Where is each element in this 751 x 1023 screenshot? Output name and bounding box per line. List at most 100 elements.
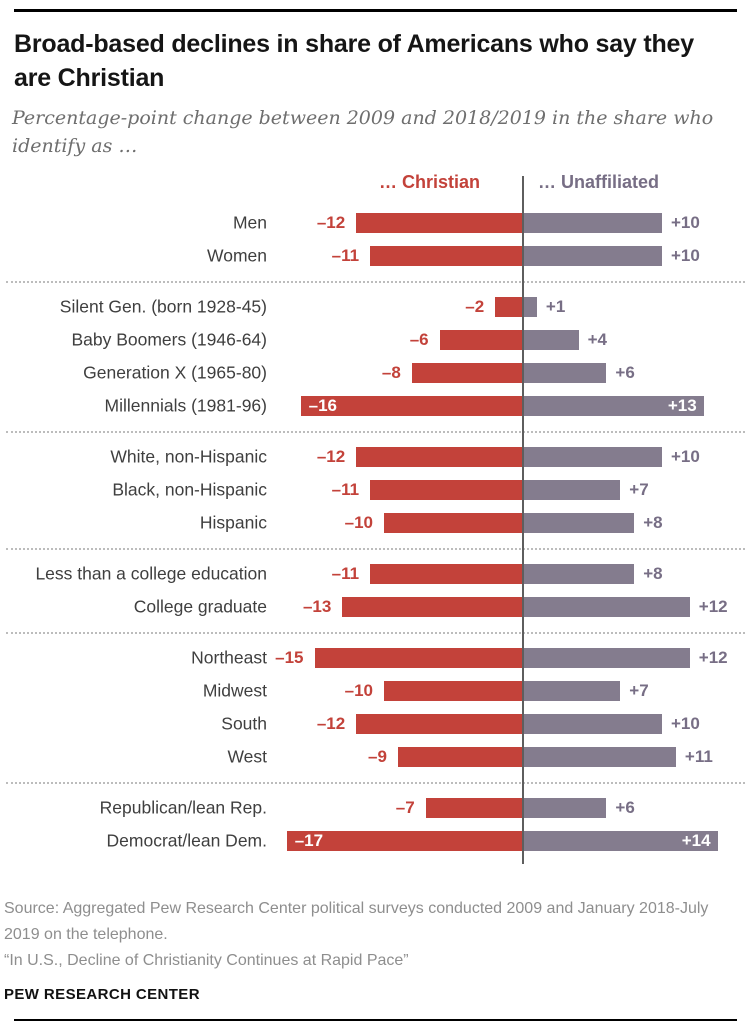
section-race: White, non-Hispanic –12 +10 Black, non-H… [0,433,751,548]
unaffiliated-bar: +10 [523,212,700,233]
bar-row: Hispanic –10 +8 [0,506,751,539]
christian-value-label: –11 [331,245,360,265]
section-region: Northeast –15 +12 Midwest –10 +7 South –… [0,634,751,782]
christian-value-label: –7 [395,797,415,817]
christian-bar: –12 [317,446,523,467]
christian-bar: –13 [303,596,523,617]
christian-value-label: –10 [344,512,373,532]
unaffiliated-value-label: +6 [615,797,635,817]
unaffiliated-bar: +12 [523,596,728,617]
christian-value-label: –16 [308,395,337,415]
category-label: White, non-Hispanic [110,446,267,466]
christian-value-label: –12 [316,713,346,733]
unaffiliated-value-label: +11 [684,746,713,766]
category-label: College graduate [133,596,267,616]
christian-value-label: –11 [331,479,360,499]
unaffiliated-value-label: +14 [681,830,711,850]
section-party: Republican/lean Rep. –7 +6 Democrat/lean… [0,784,751,866]
bar-row: Less than a college education –11 +8 [0,557,751,590]
bar-row: Men –12 +10 [0,206,751,239]
unaffiliated-value-label: +7 [629,479,649,499]
unaffiliated-bar: +14 [523,830,718,851]
source-note: Source: Aggregated Pew Research Center p… [4,896,724,974]
footer: Source: Aggregated Pew Research Center p… [4,896,737,1003]
christian-bar: –16 [300,395,523,416]
section-divider [6,281,745,283]
report-title-quote: “In U.S., Decline of Christianity Contin… [4,952,409,969]
category-label: Baby Boomers (1946-64) [71,329,267,349]
christian-value-label: –15 [275,647,304,667]
christian-value-label: –2 [465,296,485,316]
unaffiliated-bar: +11 [523,746,713,767]
christian-bar: –8 [382,362,523,383]
unaffiliated-bar: +7 [523,479,649,500]
bottom-rule [14,1019,737,1021]
category-label: Silent Gen. (born 1928-45) [59,296,267,316]
unaffiliated-bar: +10 [523,446,700,467]
christian-bar: –11 [332,479,523,500]
chart-subtitle: Percentage-point change between 2009 and… [12,107,714,157]
unaffiliated-bar: +10 [523,245,700,266]
unaffiliated-bar: +10 [523,713,700,734]
category-label: Generation X (1965-80) [83,362,267,382]
unaffiliated-value-label: +8 [643,563,663,583]
category-label: Northeast [191,647,267,667]
section-education: Less than a college education –11 +8 Col… [0,550,751,632]
christian-value-label: –11 [331,563,360,583]
bar-row: Generation X (1965-80) –8 +6 [0,356,751,389]
category-label: Hispanic [199,512,267,532]
christian-value-label: –17 [294,830,324,850]
unaffiliated-value-label: +12 [698,647,728,667]
bar-row: White, non-Hispanic –12 +10 [0,440,751,473]
unaffiliated-value-label: +10 [671,245,700,265]
bar-row: Women –11 +10 [0,239,751,272]
category-label: Democrat/lean Dem. [106,830,267,850]
unaffiliated-value-label: +1 [545,296,566,316]
category-label: Midwest [202,680,267,700]
bar-row: Millennials (1981-96) –16 +13 [0,389,751,422]
bar-row: Northeast –15 +12 [0,641,751,674]
christian-bar: –11 [332,563,523,584]
section-divider [6,431,745,433]
bar-row: Midwest –10 +7 [0,674,751,707]
unaffiliated-bar: +8 [523,563,663,584]
unaffiliated-bar: +1 [523,296,565,317]
unaffiliated-bar: +12 [523,647,728,668]
christian-bar: –17 [286,830,523,851]
unaffiliated-bar: +6 [523,797,635,818]
christian-value-label: –6 [409,329,429,349]
chart-legend: … Christian … Unaffiliated [0,172,751,200]
christian-bar: –10 [345,512,523,533]
christian-bar: –11 [332,245,523,266]
christian-value-label: –9 [367,746,387,766]
bar-row: Democrat/lean Dem. –17 +14 [0,824,751,857]
category-label: Men [232,212,267,232]
christian-value-label: –8 [381,362,401,382]
source-line: Source: Aggregated Pew Research Center p… [4,900,709,943]
bar-row: College graduate –13 +12 [0,590,751,623]
bar-row: West –9 +11 [0,740,751,773]
section-divider [6,782,745,784]
unaffiliated-value-label: +6 [615,362,635,382]
section-divider [6,548,745,550]
section-generation: Silent Gen. (born 1928-45) –2 +1 Baby Bo… [0,283,751,431]
bar-row: Silent Gen. (born 1928-45) –2 +1 [0,290,751,323]
unaffiliated-value-label: +13 [667,395,697,415]
christian-value-label: –12 [316,446,346,466]
section-divider [6,632,745,634]
category-label: West [227,746,267,766]
bar-row: Baby Boomers (1946-64) –6 +4 [0,323,751,356]
legend-christian-label: … Christian [378,172,480,192]
zero-axis-line [522,176,524,864]
category-label: Black, non-Hispanic [112,479,267,499]
unaffiliated-value-label: +8 [643,512,663,532]
diverging-bar-chart: … Christian … Unaffiliated Men –12 +10 W… [0,172,751,866]
unaffiliated-value-label: +12 [698,596,728,616]
category-label: Republican/lean Rep. [99,797,267,817]
category-label: South [221,713,267,733]
unaffiliated-bar: +4 [523,329,607,350]
unaffiliated-value-label: +4 [587,329,607,349]
page-title: Broad-based declines in share of America… [14,30,694,92]
christian-bar: –12 [317,713,523,734]
christian-bar: –12 [317,212,523,233]
